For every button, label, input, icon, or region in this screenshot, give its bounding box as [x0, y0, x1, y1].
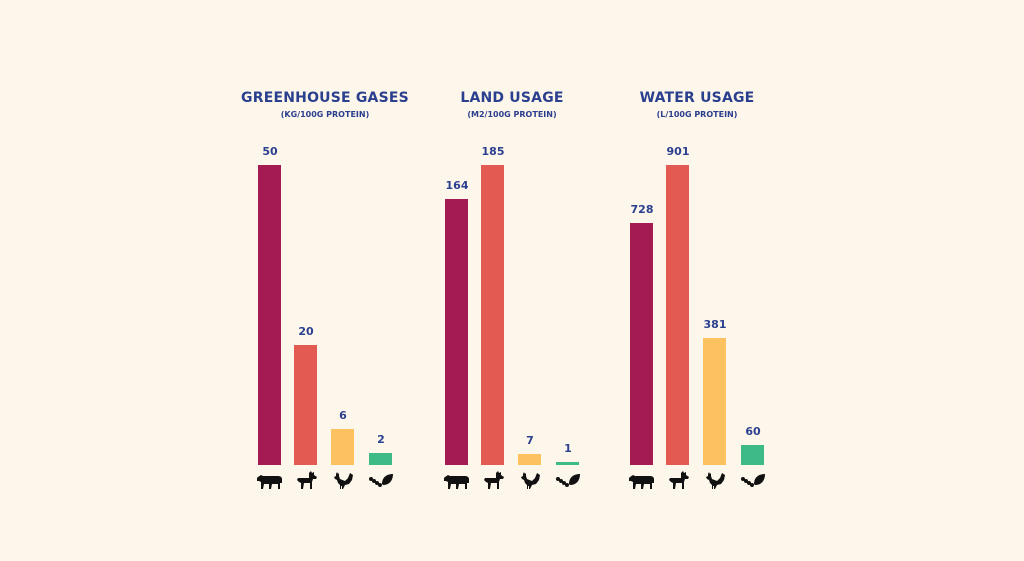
bar-chicken — [518, 454, 541, 465]
value-label: 60 — [745, 425, 761, 438]
chicken-icon — [329, 470, 357, 490]
value-label: 50 — [262, 145, 278, 158]
chart-title: LAND USAGE — [460, 90, 564, 106]
value-label: 728 — [630, 203, 654, 216]
value-label: 20 — [298, 325, 314, 338]
value-label: 2 — [377, 433, 385, 446]
bar-chicken — [703, 338, 726, 465]
insect-plant-icon — [739, 470, 767, 490]
land-usage-chart: LAND USAGE (M2/100G PROTEIN) 164 185 7 1 — [437, 0, 587, 561]
value-label: 381 — [703, 318, 727, 331]
bar-insect-plant — [741, 445, 764, 465]
chicken-icon — [516, 470, 544, 490]
chart-subtitle: (L/100G PROTEIN) — [656, 110, 738, 119]
goat-icon — [664, 470, 692, 490]
bar-cow — [258, 165, 281, 465]
chart-subtitle: (M2/100G PROTEIN) — [467, 110, 557, 119]
value-label: 6 — [339, 409, 347, 422]
cow-icon — [256, 470, 284, 490]
chart-title: GREENHOUSE GASES — [241, 90, 409, 106]
value-label: 185 — [481, 145, 505, 158]
value-label: 7 — [526, 434, 534, 447]
chart-subtitle: (KG/100G PROTEIN) — [280, 110, 370, 119]
goat-icon — [479, 470, 507, 490]
insect-plant-icon — [554, 470, 582, 490]
chart-title: WATER USAGE — [639, 90, 755, 106]
insect-plant-icon — [367, 470, 395, 490]
chicken-icon — [701, 470, 729, 490]
bar-insect-plant — [556, 462, 579, 465]
cow-icon — [628, 470, 656, 490]
bar-goat — [481, 165, 504, 465]
greenhouse-gases-chart: GREENHOUSE GASES (KG/100G PROTEIN) 50 20 6… — [241, 0, 409, 561]
bar-cow — [630, 223, 653, 465]
bar-goat — [294, 345, 317, 465]
value-label: 901 — [666, 145, 690, 158]
bar-cow — [445, 199, 468, 465]
value-label: 1 — [564, 442, 572, 455]
bar-chicken — [331, 429, 354, 465]
water-usage-chart: WATER USAGE (L/100G PROTEIN) 728 901 381 60 — [622, 0, 772, 561]
bar-insect-plant — [369, 453, 392, 465]
goat-icon — [292, 470, 320, 490]
bar-goat — [666, 165, 689, 465]
cow-icon — [443, 470, 471, 490]
value-label: 164 — [445, 179, 469, 192]
